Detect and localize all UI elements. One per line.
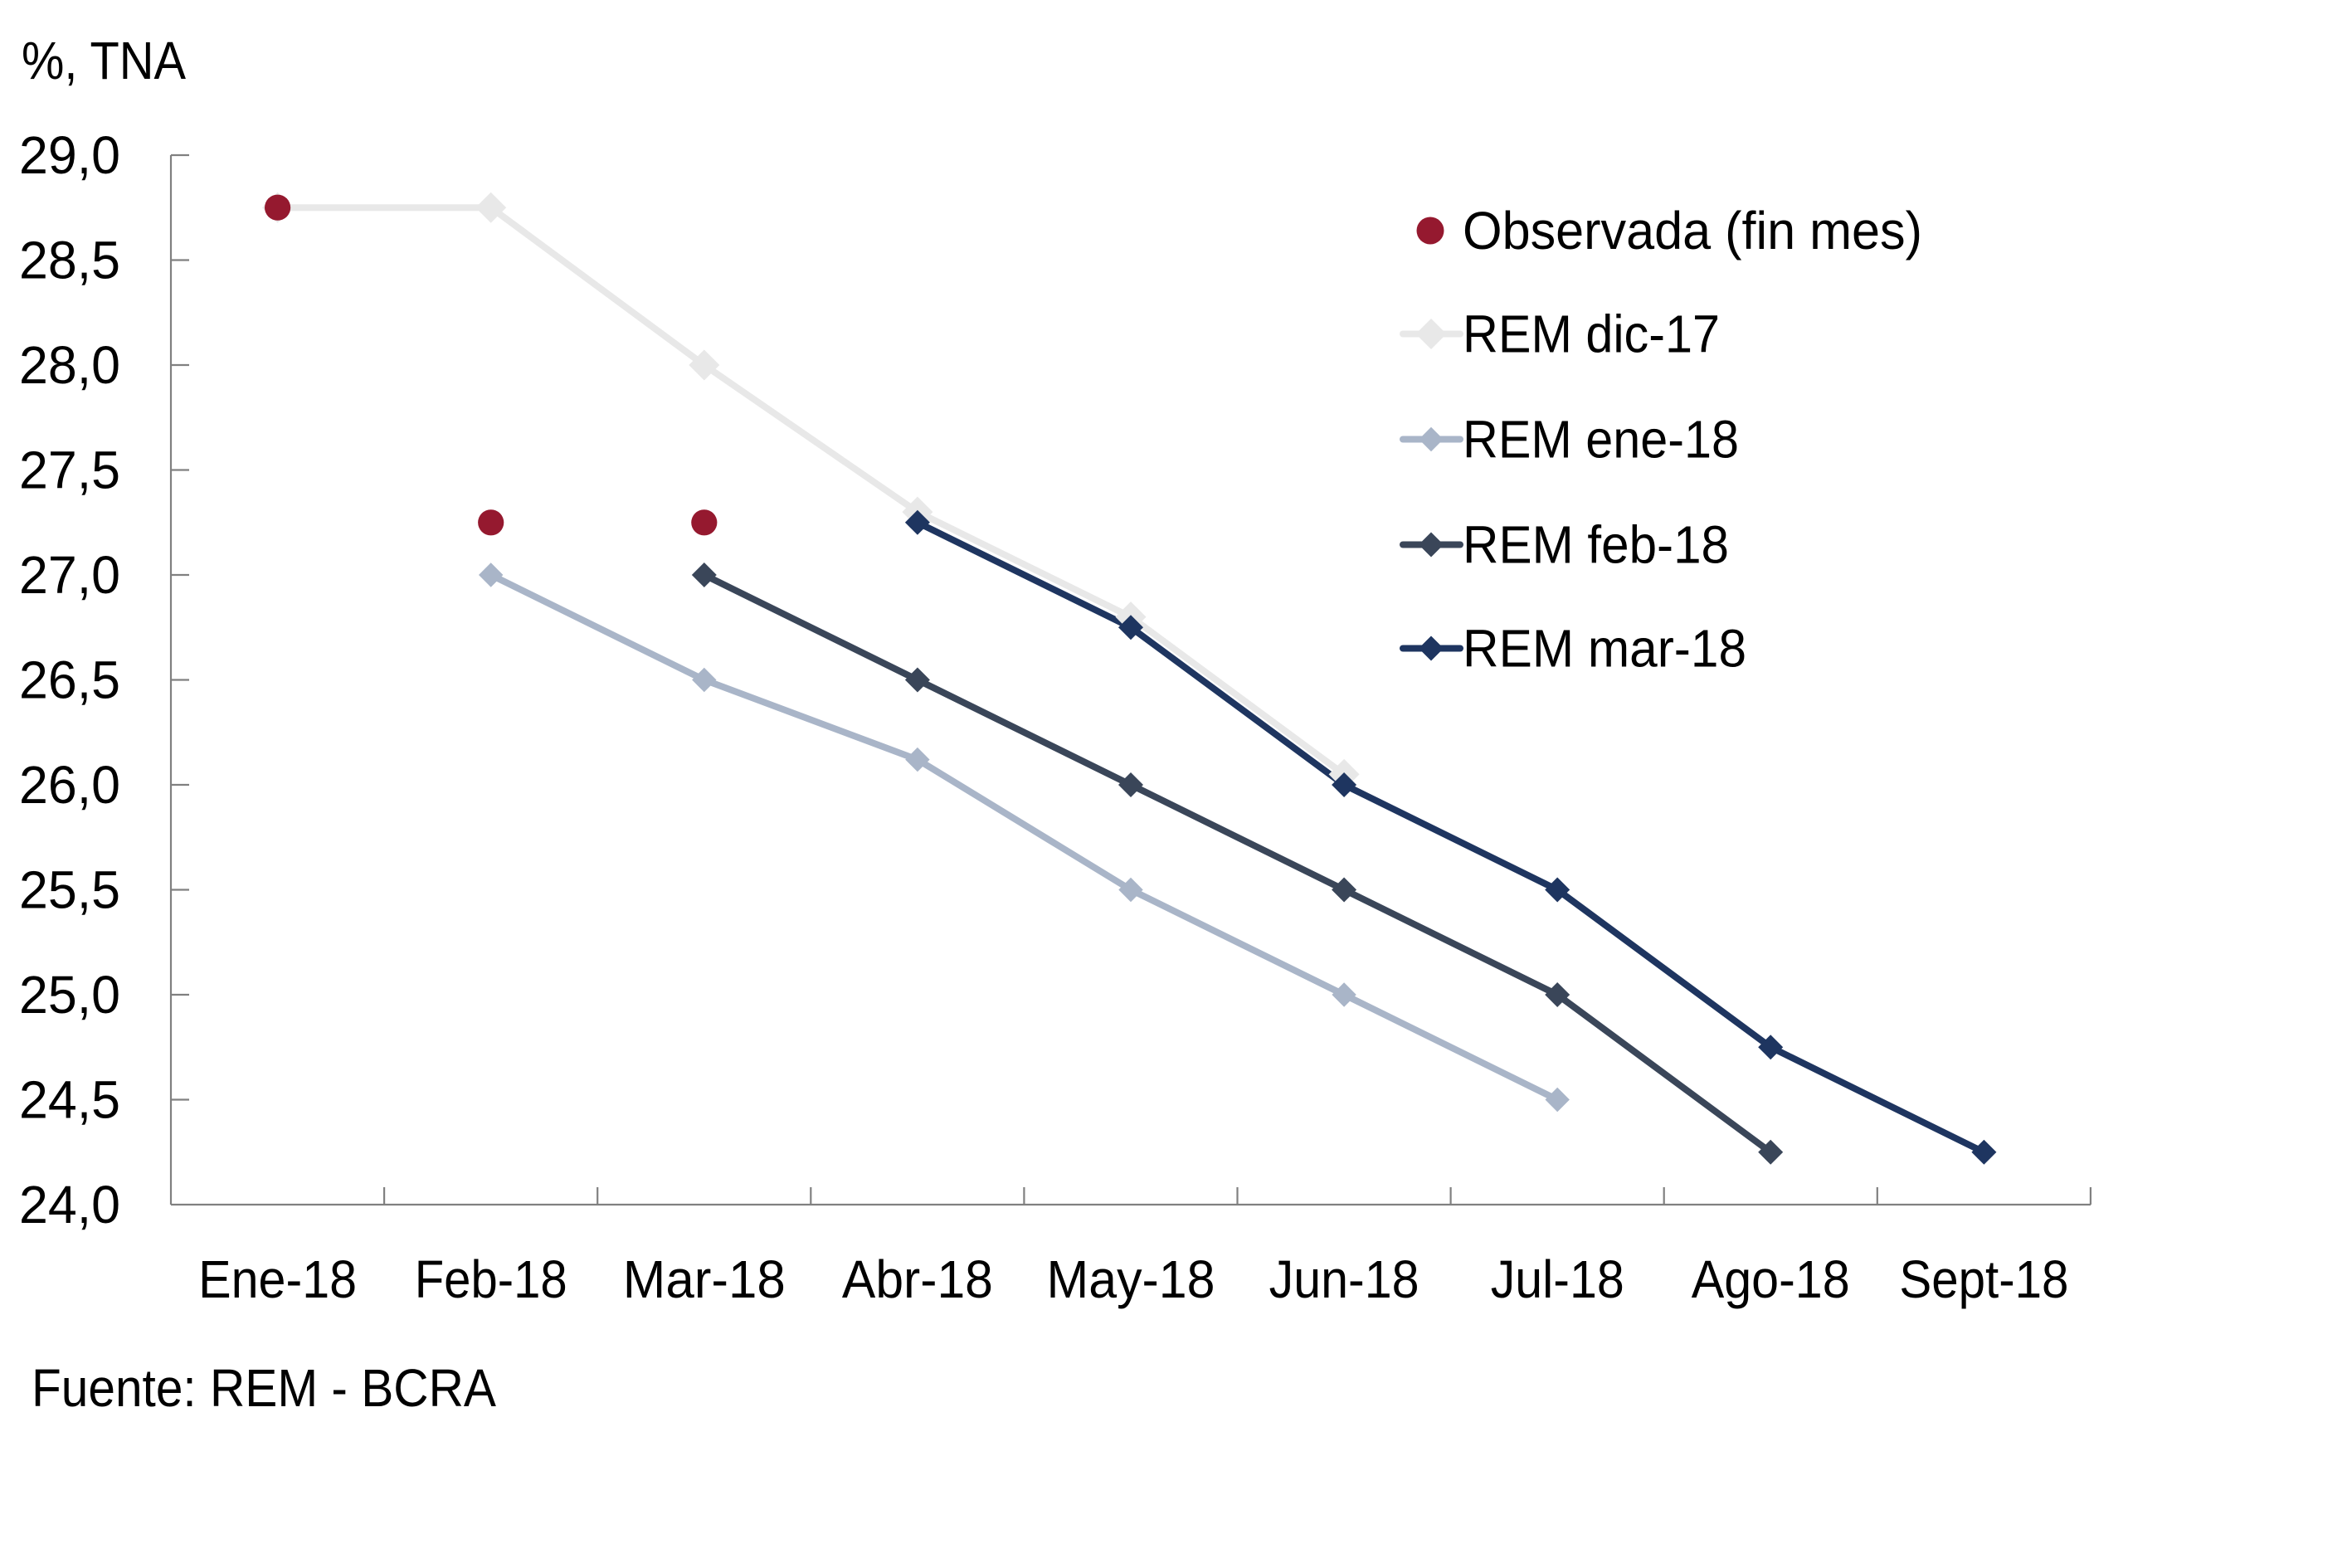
svg-text:25,0: 25,0 (19, 965, 120, 1025)
svg-text:%, TNA: %, TNA (22, 31, 186, 90)
svg-text:Feb-18: Feb-18 (415, 1249, 567, 1309)
svg-text:27,5: 27,5 (19, 441, 120, 500)
svg-text:Mar-18: Mar-18 (623, 1249, 786, 1309)
svg-text:Ago-18: Ago-18 (1692, 1249, 1850, 1309)
svg-text:REM mar-18: REM mar-18 (1463, 619, 1746, 679)
svg-text:Ene-18: Ene-18 (198, 1249, 357, 1309)
svg-text:28,0: 28,0 (19, 335, 120, 395)
svg-text:Jul-18: Jul-18 (1491, 1249, 1624, 1309)
svg-text:Sept-18: Sept-18 (1899, 1249, 2068, 1309)
svg-text:24,0: 24,0 (19, 1175, 120, 1234)
svg-text:May-18: May-18 (1047, 1249, 1215, 1309)
svg-text:REM feb-18: REM feb-18 (1463, 515, 1729, 575)
svg-text:25,5: 25,5 (19, 860, 120, 920)
svg-text:28,5: 28,5 (19, 231, 120, 290)
svg-text:Jun-18: Jun-18 (1269, 1249, 1419, 1309)
svg-text:REM ene-18: REM ene-18 (1463, 410, 1739, 470)
svg-text:29,0: 29,0 (19, 125, 120, 185)
svg-text:26,5: 26,5 (19, 650, 120, 710)
svg-text:26,0: 26,0 (19, 755, 120, 815)
svg-text:Observada (fin mes): Observada (fin mes) (1463, 201, 1922, 261)
svg-text:Fuente: REM - BCRA: Fuente: REM - BCRA (32, 1358, 496, 1418)
svg-text:24,5: 24,5 (19, 1070, 120, 1130)
svg-text:REM dic-17: REM dic-17 (1463, 304, 1720, 364)
svg-text:27,0: 27,0 (19, 545, 120, 605)
svg-text:Abr-18: Abr-18 (842, 1249, 993, 1309)
